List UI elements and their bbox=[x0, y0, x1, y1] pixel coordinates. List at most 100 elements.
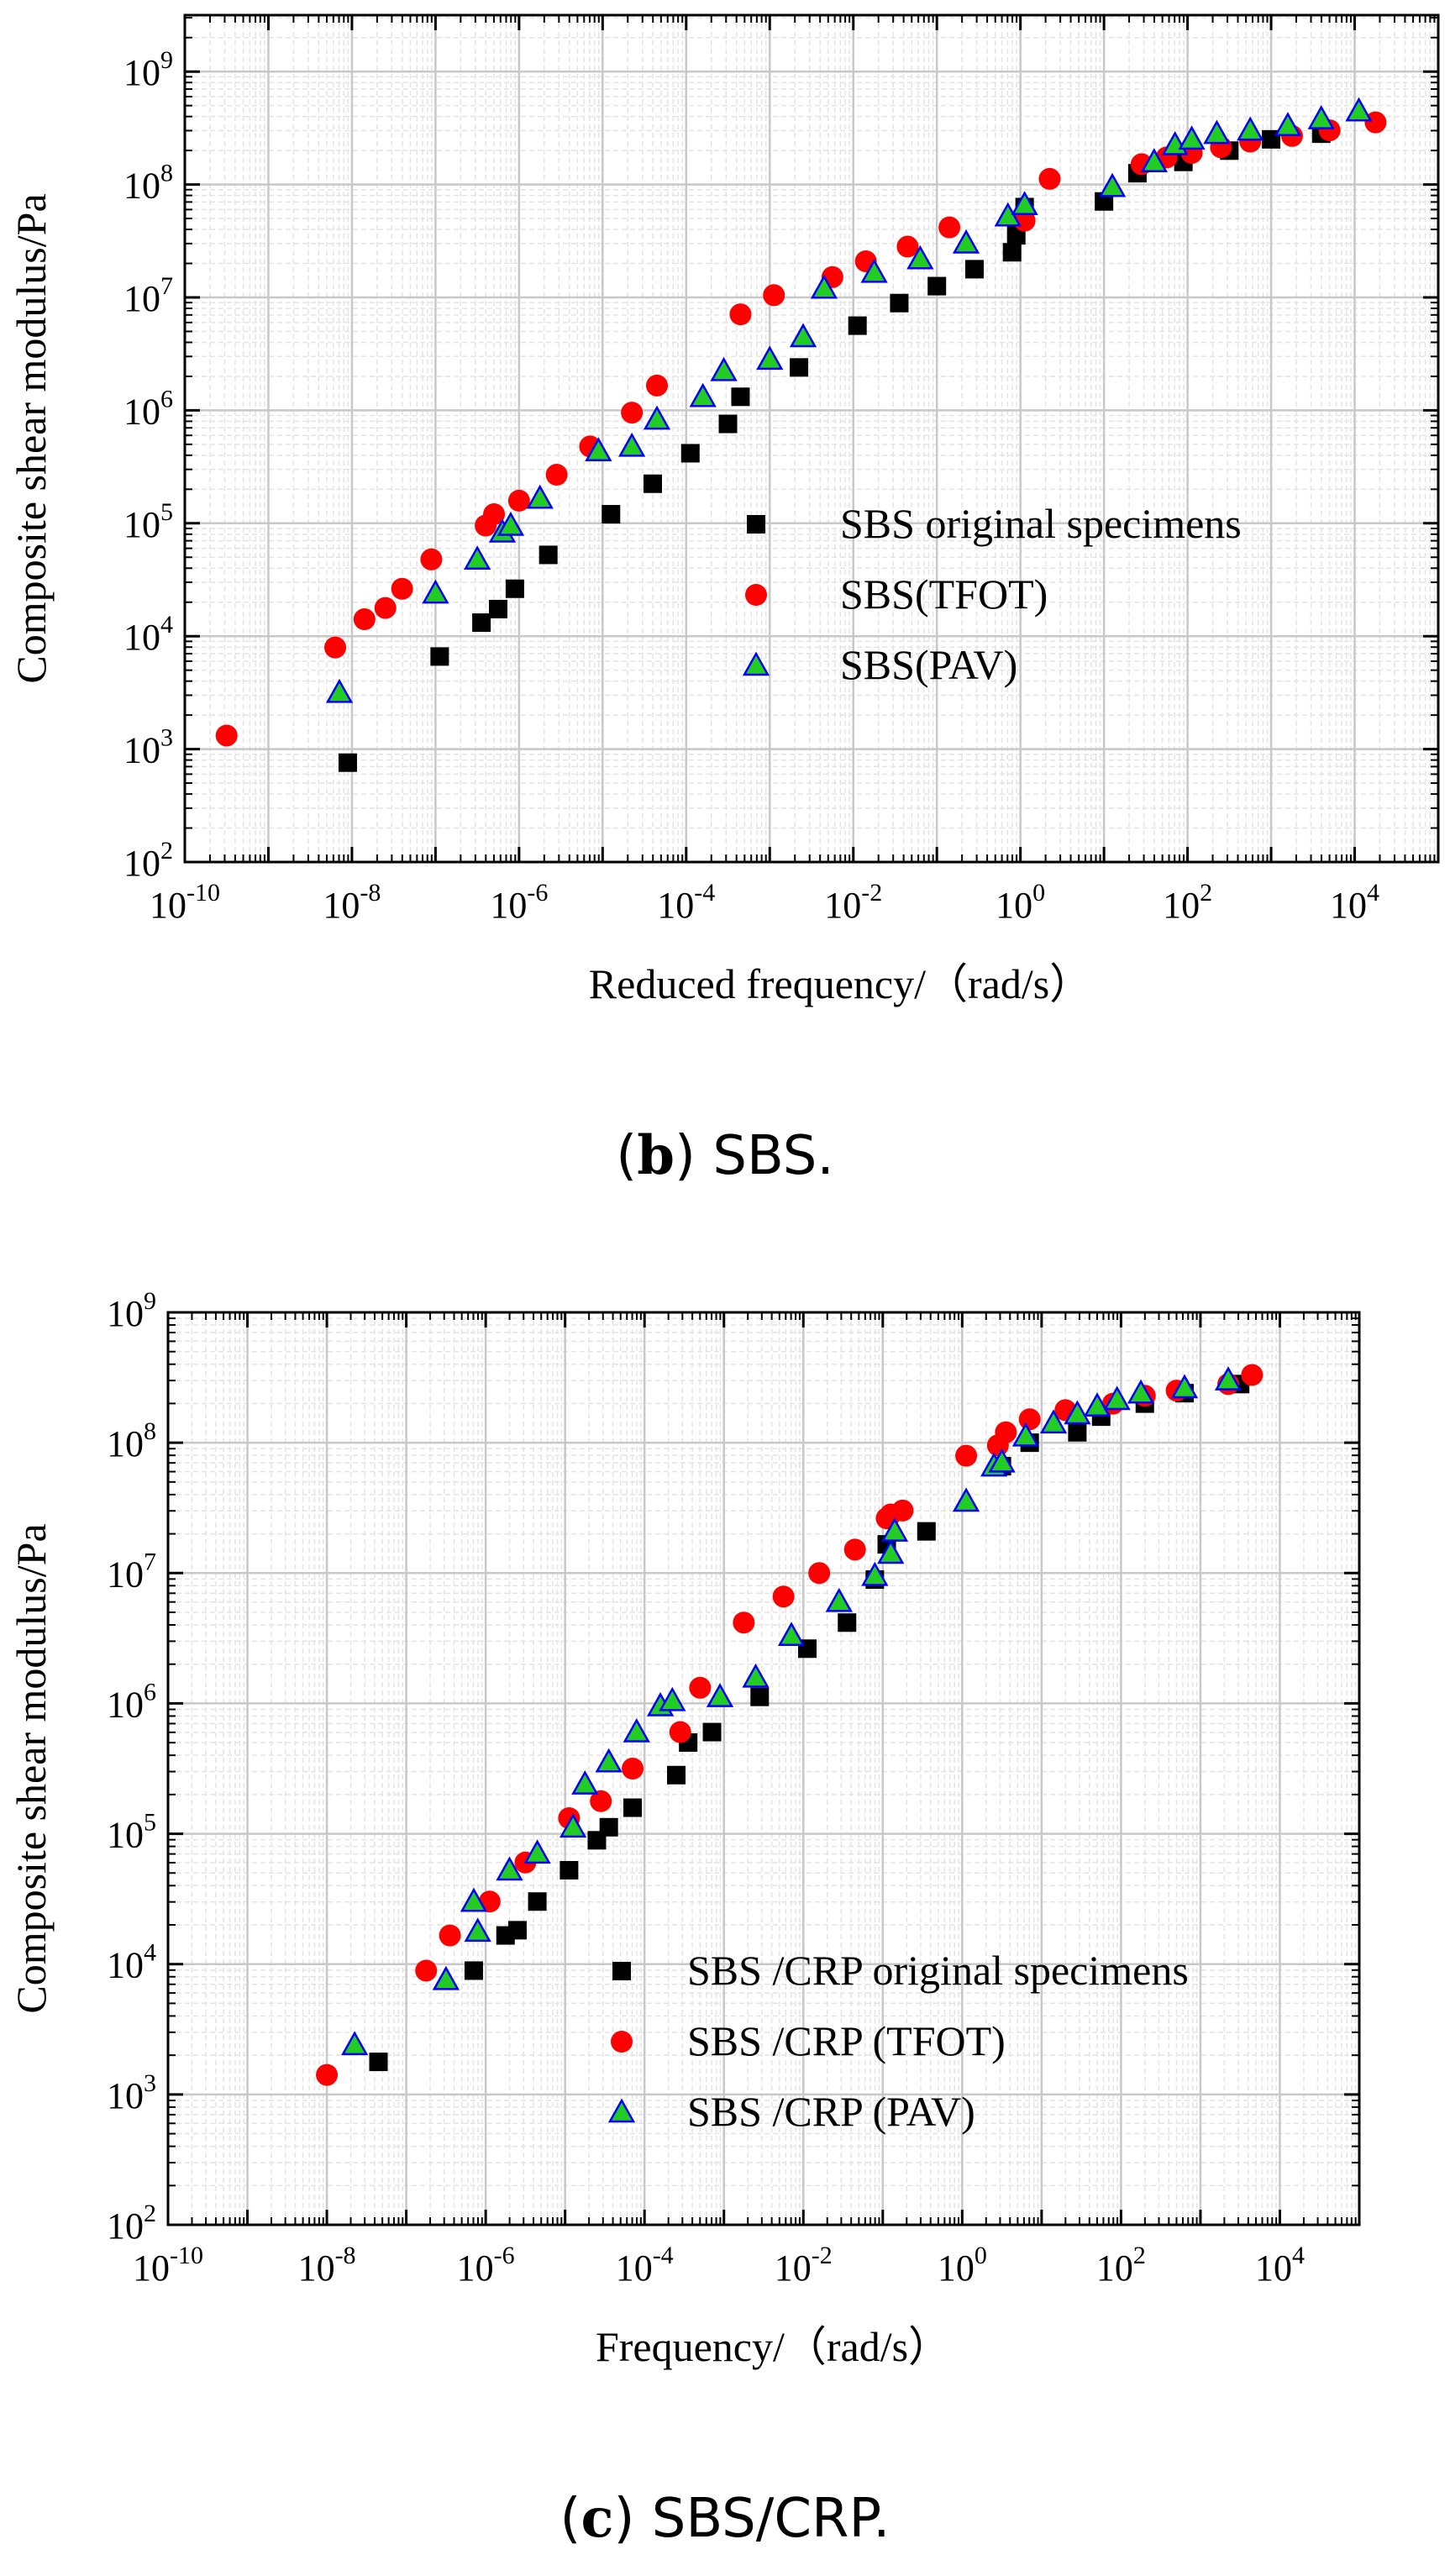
y-tick-label: 106 bbox=[107, 1678, 156, 1725]
y-tick-label: 107 bbox=[123, 272, 173, 319]
data-point bbox=[338, 753, 357, 772]
data-point bbox=[585, 437, 612, 462]
data-point bbox=[1307, 105, 1335, 129]
data-point bbox=[706, 1683, 734, 1707]
series-triangle-c bbox=[341, 1366, 1242, 2056]
data-point bbox=[860, 258, 888, 283]
y-tick-label: 108 bbox=[107, 1417, 156, 1464]
x-tick-label: 10-8 bbox=[323, 879, 381, 926]
data-point bbox=[559, 1813, 587, 1838]
data-point bbox=[964, 260, 984, 279]
x-tick-label: 10-8 bbox=[298, 2242, 356, 2289]
legend-marker bbox=[745, 584, 767, 606]
grid-b bbox=[185, 15, 1438, 864]
x-tick-label: 10-10 bbox=[150, 879, 220, 926]
data-point bbox=[215, 724, 238, 747]
data-point bbox=[644, 474, 663, 493]
caption-c-letter: c bbox=[581, 2487, 614, 2550]
plot-frame-c bbox=[166, 1311, 1361, 2226]
legend-label: SBS(PAV) bbox=[840, 641, 1017, 688]
x-tick-label: 10-6 bbox=[457, 2242, 515, 2289]
data-point bbox=[742, 1663, 770, 1688]
caption-b-text: SBS. bbox=[695, 1125, 834, 1187]
data-point bbox=[464, 1961, 483, 1980]
data-point bbox=[1274, 112, 1302, 136]
legend-label: SBS(TFOT) bbox=[840, 570, 1048, 618]
series-triangle-b bbox=[325, 97, 1373, 703]
caption-c-text: SBS/CRP. bbox=[634, 2488, 890, 2550]
data-point bbox=[618, 432, 646, 457]
caption-b-open: ( bbox=[616, 1125, 638, 1187]
x-tick-label: 100 bbox=[996, 879, 1045, 926]
data-point bbox=[526, 484, 554, 509]
y-axis-label: Composite shear modulus/Pa bbox=[8, 1523, 55, 2013]
data-point bbox=[1098, 172, 1127, 197]
data-point bbox=[952, 1487, 980, 1512]
data-point bbox=[489, 599, 507, 618]
legend-label: SBS original specimens bbox=[840, 500, 1242, 547]
y-tick-label: 106 bbox=[123, 385, 173, 432]
series-square-b bbox=[338, 124, 1331, 772]
x-tick-label: 10-4 bbox=[657, 879, 715, 926]
chart-panel-c: 10-10 10-8 10-6 10-4 10-2 100 102 104 102 103 104 1… bbox=[8, 1287, 1361, 2370]
data-point bbox=[1011, 191, 1038, 216]
x-tick-label: 10-2 bbox=[824, 879, 882, 926]
data-point bbox=[1241, 1364, 1263, 1386]
y-axis-label: Composite shear modulus/Pa bbox=[8, 193, 55, 683]
data-point bbox=[523, 1839, 551, 1864]
data-point bbox=[545, 464, 568, 486]
data-point bbox=[777, 1622, 806, 1647]
chart-panel-b: 10-10 10-8 10-6 10-4 10-2 100 102 104 102 103 104 1… bbox=[8, 13, 1440, 1007]
y-tick-label: 102 bbox=[123, 837, 173, 884]
legend-label: SBS /CRP (TFOT) bbox=[687, 2017, 1006, 2064]
data-point bbox=[680, 444, 700, 463]
x-tick-label: 104 bbox=[1330, 879, 1379, 926]
data-point bbox=[1364, 111, 1387, 134]
data-point bbox=[505, 579, 524, 598]
legend-marker bbox=[747, 515, 765, 534]
data-point bbox=[1068, 1422, 1087, 1442]
x-tick-label: 102 bbox=[1096, 2242, 1146, 2289]
axis-ticks-c bbox=[166, 1311, 1361, 2226]
data-point bbox=[1203, 119, 1231, 145]
legend-marker bbox=[611, 2031, 633, 2053]
data-point bbox=[422, 579, 449, 604]
data-point bbox=[507, 1921, 527, 1940]
data-point bbox=[1178, 125, 1206, 150]
data-point bbox=[325, 678, 354, 703]
legend-marker bbox=[612, 1962, 631, 1980]
legend-label: SBS /CRP (PAV) bbox=[687, 2088, 975, 2135]
data-point bbox=[507, 489, 530, 512]
data-point bbox=[1038, 167, 1061, 190]
data-point bbox=[1064, 1400, 1091, 1425]
y-tick-label: 103 bbox=[107, 2069, 156, 2116]
data-point bbox=[763, 284, 785, 307]
data-point bbox=[1083, 1392, 1111, 1417]
data-point bbox=[669, 1721, 691, 1743]
legend-marker bbox=[742, 651, 770, 676]
data-point bbox=[710, 356, 738, 381]
data-point bbox=[988, 1448, 1016, 1473]
caption-b-letter: b bbox=[637, 1124, 675, 1187]
data-point bbox=[843, 1538, 866, 1561]
data-point bbox=[528, 1892, 547, 1911]
data-point bbox=[808, 1562, 831, 1585]
x-tick-label: 100 bbox=[938, 2242, 987, 2289]
data-point bbox=[560, 1861, 579, 1880]
data-point bbox=[460, 1887, 488, 1912]
data-point bbox=[439, 1924, 461, 1947]
y-tick-label: 105 bbox=[123, 498, 173, 545]
data-point bbox=[689, 1676, 712, 1699]
data-point bbox=[1039, 1409, 1068, 1434]
data-point bbox=[772, 1585, 795, 1608]
data-point bbox=[896, 235, 919, 258]
data-point bbox=[756, 345, 784, 371]
data-point bbox=[590, 1790, 612, 1812]
data-point bbox=[374, 597, 397, 619]
x-axis-label: Reduced frequency/（rad/s） bbox=[589, 960, 1091, 1007]
data-point bbox=[353, 608, 376, 631]
data-point bbox=[391, 577, 413, 600]
data-point bbox=[369, 2053, 388, 2072]
data-point bbox=[483, 503, 506, 526]
